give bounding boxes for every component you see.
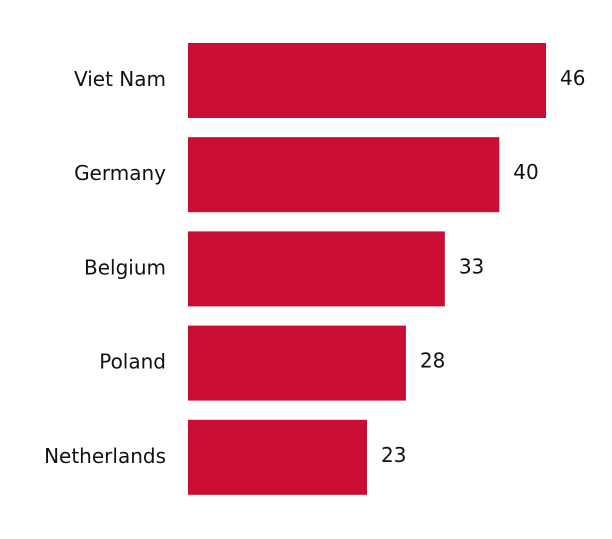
bar bbox=[188, 137, 500, 213]
y-tick-label: Netherlands bbox=[44, 444, 166, 468]
bar bbox=[188, 231, 445, 307]
value-label: 33 bbox=[459, 254, 484, 278]
bar bbox=[188, 325, 406, 401]
y-tick-label: Belgium bbox=[84, 255, 166, 279]
y-tick-label: Germany bbox=[74, 161, 166, 185]
bar bbox=[188, 43, 546, 118]
value-label: 46 bbox=[560, 66, 585, 90]
y-tick-label: Poland bbox=[99, 350, 166, 374]
y-tick-label: Viet Nam bbox=[74, 67, 166, 91]
bar bbox=[188, 419, 367, 495]
value-label: 40 bbox=[513, 160, 538, 184]
value-label: 28 bbox=[420, 349, 445, 373]
value-label: 23 bbox=[381, 443, 406, 467]
